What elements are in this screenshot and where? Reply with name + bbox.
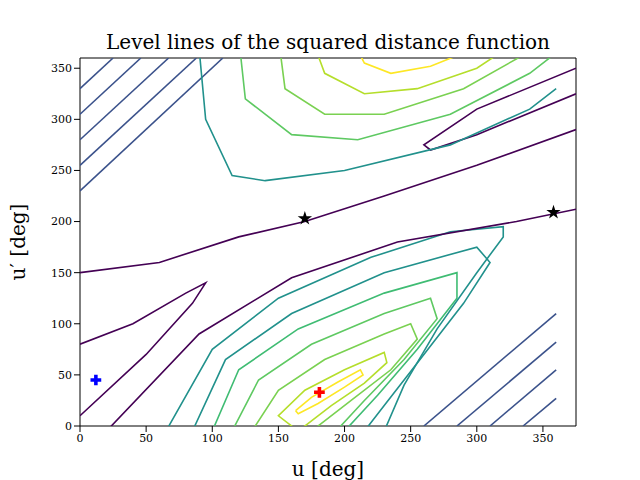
svg-text:300: 300: [51, 113, 72, 126]
svg-text:200: 200: [334, 432, 355, 445]
svg-text:350: 350: [51, 62, 72, 75]
svg-text:u [deg]: u [deg]: [292, 457, 364, 480]
svg-text:250: 250: [51, 164, 72, 177]
svg-text:0: 0: [77, 432, 84, 445]
svg-text:150: 150: [51, 267, 72, 280]
svg-text:300: 300: [466, 432, 487, 445]
svg-text:u′ [deg]: u′ [deg]: [8, 204, 30, 281]
svg-text:250: 250: [400, 432, 421, 445]
svg-text:200: 200: [51, 215, 72, 228]
svg-text:0: 0: [65, 420, 72, 433]
svg-text:100: 100: [51, 318, 72, 331]
svg-text:100: 100: [202, 432, 223, 445]
svg-text:150: 150: [268, 432, 289, 445]
svg-text:50: 50: [58, 369, 72, 382]
html-text:Level lines of the squared dis: Level lines of the squared distance func…: [106, 30, 550, 54]
svg-text:350: 350: [532, 432, 553, 445]
svg-text:50: 50: [139, 432, 153, 445]
